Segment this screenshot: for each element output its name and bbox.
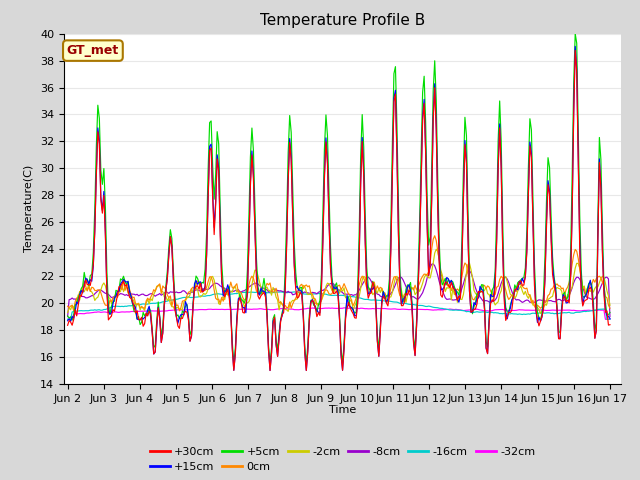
Y-axis label: Temperature(C): Temperature(C) bbox=[24, 165, 35, 252]
X-axis label: Time: Time bbox=[329, 405, 356, 415]
Text: GT_met: GT_met bbox=[67, 44, 119, 57]
Title: Temperature Profile B: Temperature Profile B bbox=[260, 13, 425, 28]
Legend: +30cm, +15cm, +5cm, 0cm, -2cm, -8cm, -16cm, -32cm: +30cm, +15cm, +5cm, 0cm, -2cm, -8cm, -16… bbox=[145, 442, 540, 477]
